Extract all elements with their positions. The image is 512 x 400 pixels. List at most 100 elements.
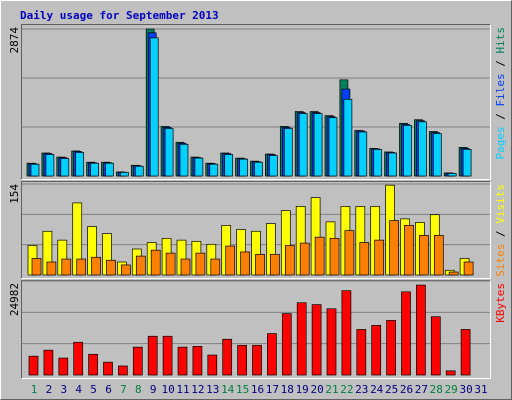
- bar: [416, 284, 426, 376]
- bar: [328, 117, 338, 177]
- bar: [192, 346, 203, 376]
- x-tick-label: 11: [176, 383, 189, 396]
- bar: [75, 152, 85, 177]
- bar: [299, 242, 310, 276]
- bar: [121, 264, 131, 276]
- bar: [106, 259, 116, 276]
- bar: [313, 113, 323, 177]
- bar: [463, 261, 474, 276]
- bar: [343, 98, 353, 177]
- x-tick-label: 9: [150, 383, 157, 396]
- bar: [164, 128, 174, 177]
- bar: [150, 249, 161, 276]
- bar: [403, 125, 412, 177]
- bar: [447, 173, 457, 177]
- bar: [255, 253, 265, 276]
- bar: [240, 251, 250, 276]
- y-tick-label: 2874: [8, 27, 21, 54]
- panel-bevel-light: [21, 181, 491, 279]
- bar: [344, 230, 355, 276]
- x-tick-label: 8: [135, 383, 142, 396]
- bar: [60, 158, 70, 177]
- legend-entry: Visits: [494, 184, 507, 224]
- bar: [296, 302, 307, 376]
- bar: [91, 256, 101, 276]
- bar: [270, 253, 280, 276]
- bar: [179, 143, 189, 177]
- bar: [283, 128, 293, 177]
- bar: [254, 161, 263, 177]
- bar: [90, 162, 99, 177]
- x-tick-label: 30: [459, 383, 472, 396]
- legend-entry: Pages: [494, 126, 507, 159]
- x-tick-label: 5: [90, 383, 97, 396]
- legend: Pages / Files / Hits: [494, 27, 507, 160]
- bar: [177, 346, 188, 376]
- bar: [118, 365, 128, 376]
- x-tick-label: 3: [60, 383, 67, 396]
- x-tick-label: 14: [221, 383, 235, 396]
- bar: [267, 333, 277, 376]
- bar: [239, 158, 248, 177]
- legend-entry: Hits: [494, 27, 507, 54]
- x-tick-label: 27: [415, 383, 428, 396]
- bar: [432, 133, 442, 177]
- bar: [418, 121, 427, 177]
- bar: [374, 239, 385, 276]
- x-tick-label: 23: [355, 383, 368, 396]
- bar: [225, 245, 236, 276]
- x-tick-label: 13: [206, 383, 219, 396]
- bar: [356, 329, 367, 376]
- bar: [401, 291, 411, 376]
- bar: [103, 361, 113, 376]
- bar: [224, 154, 234, 177]
- x-tick-label: 31: [474, 383, 487, 396]
- x-tick-label: 12: [191, 383, 204, 396]
- bar: [373, 149, 383, 177]
- bar: [281, 313, 292, 376]
- bar: [462, 149, 472, 177]
- x-tick-label: 10: [161, 383, 174, 396]
- bar: [194, 157, 204, 177]
- bar: [105, 162, 114, 177]
- bar: [389, 220, 399, 276]
- legend-separator: /: [494, 54, 507, 74]
- bar: [135, 255, 146, 276]
- bar: [88, 353, 98, 376]
- bar: [58, 357, 69, 376]
- x-tick-label: 17: [266, 383, 279, 396]
- bar: [311, 304, 322, 376]
- legend-separator: /: [494, 224, 507, 244]
- bar: [329, 238, 340, 276]
- y-tick-label: 154: [8, 184, 21, 204]
- bar: [237, 344, 247, 376]
- x-tick-label: 1: [31, 383, 38, 396]
- x-tick-label: 19: [296, 383, 309, 396]
- x-tick-label: 18: [281, 383, 294, 396]
- bar: [134, 165, 144, 177]
- x-tick-label: 28: [430, 383, 443, 396]
- x-tick-label: 20: [310, 383, 323, 396]
- bar: [448, 271, 459, 276]
- bar: [31, 258, 42, 276]
- bar: [314, 236, 325, 276]
- legend-entry: Sites: [494, 244, 507, 277]
- panel-bevel-dark: [21, 181, 491, 279]
- bar: [120, 172, 129, 177]
- x-tick-label: 21: [325, 383, 338, 396]
- bar: [460, 329, 471, 376]
- x-tick-label: 16: [251, 383, 264, 396]
- legend: Sites / Visits: [494, 184, 507, 277]
- bar: [180, 258, 191, 276]
- bar: [388, 152, 397, 177]
- bar: [419, 235, 429, 276]
- bar: [43, 349, 54, 376]
- bar: [341, 290, 352, 376]
- bar: [430, 316, 441, 376]
- bar: [73, 341, 84, 376]
- panel-bevel-light: [21, 280, 491, 379]
- bar: [386, 320, 396, 376]
- x-tick-label: 15: [236, 383, 249, 396]
